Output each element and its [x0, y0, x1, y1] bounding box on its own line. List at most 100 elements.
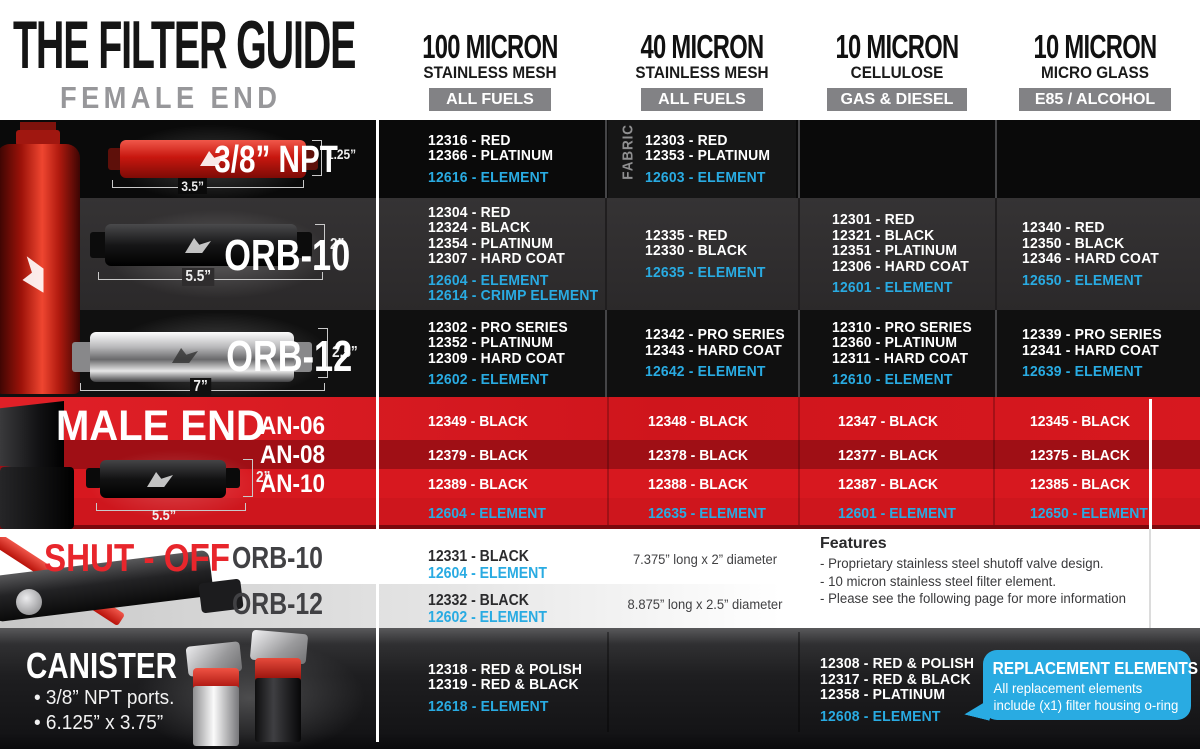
parts-cell: 12318 - RED & POLISH 12319 - RED & BLACK 1…	[428, 630, 594, 738]
part-number: 12650 - ELEMENT	[1022, 271, 1143, 289]
red-filter-bottle-image	[0, 122, 86, 394]
part-number: 12345 - BLACK	[1030, 413, 1131, 430]
dim-height: 2”	[256, 469, 271, 486]
parts-cell: 12308 - RED & POLISH 12317 - RED & BLACK 1…	[820, 630, 986, 742]
fitting-flare	[0, 401, 64, 473]
part-number: 12335 - RED	[645, 226, 728, 244]
parts-cell: 12316 - RED 12366 - PLATINUM 12616 - ELEME…	[428, 120, 563, 198]
canister-filters-image	[185, 629, 315, 747]
row-label-an10: AN-10	[259, 470, 326, 498]
filter-fitting	[72, 342, 94, 372]
part-number: 12377 - BLACK	[838, 447, 939, 464]
dim-line	[96, 503, 246, 511]
an-fitting-image	[0, 397, 80, 529]
row-label: ORB-12	[226, 332, 353, 381]
valve-pivot	[16, 589, 42, 615]
part-number: 12331 - BLACK	[428, 548, 529, 565]
part-number: 12385 - BLACK	[1030, 476, 1131, 493]
column-divider	[607, 397, 609, 525]
part-number: 12354 - PLATINUM	[428, 234, 554, 252]
part-number: 12387 - BLACK	[838, 476, 939, 493]
part-number: 12389 - BLACK	[428, 476, 529, 493]
part-number: 12310 - PRO SERIES	[832, 318, 972, 336]
part-number: 12330 - BLACK	[645, 242, 748, 260]
row-label-an08: AN-08	[259, 441, 326, 469]
part-number: 12348 - BLACK	[648, 413, 749, 430]
part-number: 12602 - ELEMENT	[428, 609, 547, 626]
part-number: 12635 - ELEMENT	[645, 263, 766, 281]
female-row-npt: 1.25” 3.5” 3/8” NPT FABRIC 12316 - RED 12…	[0, 120, 1200, 198]
part-number: 12316 - RED	[428, 131, 511, 149]
micron-rating: 10 MICRON	[835, 28, 960, 65]
canister-specs: • 3/8” NPT ports. • 6.125” x 3.75”	[34, 686, 182, 736]
parts-cell: 12303 - RED 12353 - PLATINUM 12603 - ELEME…	[645, 120, 780, 198]
parts-cell: 12340 - RED 12350 - BLACK 12346 - HARD COA…	[1022, 198, 1169, 310]
features-block: Features - Proprietary stainless steel s…	[820, 535, 1150, 608]
part-number: 12602 - ELEMENT	[428, 371, 549, 388]
male-filter-image	[82, 452, 297, 517]
row-label: ORB-10	[224, 231, 351, 280]
column-divider	[798, 198, 800, 310]
micron-rating: 100 MICRON	[422, 28, 558, 65]
row-label-an06: AN-06	[259, 412, 326, 440]
features-title: Features	[820, 535, 887, 552]
parts-cell: 12331 - BLACK 12604 - ELEMENT	[428, 541, 563, 589]
filter-fitting	[290, 342, 312, 372]
media-type: STAINLESS MESH	[423, 63, 557, 82]
part-number: 12341 - HARD COAT	[1022, 341, 1160, 359]
part-number: 12308 - RED & POLISH	[820, 655, 975, 672]
shutoff-heading: SHUT - OFF	[44, 537, 230, 580]
part-number: 12311 - HARD COAT	[832, 349, 969, 367]
part-number: 12346 - HARD COAT	[1022, 250, 1160, 267]
filter-fitting	[224, 468, 240, 488]
element-part-number: 12604 - ELEMENT	[428, 505, 546, 522]
part-number: 12375 - BLACK	[1030, 447, 1131, 464]
column-divider	[995, 310, 997, 397]
parts-cell: 12302 - PRO SERIES 12352 - PLATINUM 12309 …	[428, 310, 578, 397]
part-number: 12317 - RED & BLACK	[820, 670, 971, 688]
part-number: 12318 - RED & POLISH	[428, 660, 583, 678]
row-label-orb10: ORB-10	[232, 540, 323, 575]
npt-filter-image	[108, 134, 333, 186]
orb12-filter-image	[72, 324, 367, 394]
dim-line	[315, 224, 325, 266]
dim-line	[243, 459, 253, 497]
part-number: 12304 - RED	[428, 203, 511, 221]
male-row-element-stripe	[0, 498, 1200, 525]
column-divider	[607, 632, 609, 732]
micron-rating: 40 MICRON	[640, 28, 765, 65]
part-number: 12608 - ELEMENT	[820, 707, 941, 725]
dim-width: 5.5”	[152, 507, 177, 524]
canister-spec: • 3/8” NPT ports.	[34, 687, 175, 709]
dim-width: 5.5”	[182, 268, 215, 286]
part-number: 12604 - ELEMENT	[428, 565, 547, 582]
feature-item: - 10 micron stainless steel filter eleme…	[820, 573, 1057, 589]
element-part-number: 12601 - ELEMENT	[838, 505, 956, 522]
features-list: - Proprietary stainless steel shutoff va…	[820, 555, 1150, 608]
part-number: 12321 - BLACK	[832, 226, 935, 244]
dim-line	[318, 328, 328, 378]
shutoff-valve-image	[0, 537, 250, 628]
feature-item: - Please see the following page for more…	[820, 591, 1126, 606]
column-divider	[798, 632, 800, 732]
shutoff-section: SHUT - OFF ORB-10 ORB-12 12331 - BLACK 12…	[0, 529, 1200, 628]
column-header-10-micron-cellulose: 10 MICRON CELLULOSE GAS & DIESEL	[787, 28, 1007, 111]
dim-width: 7”	[190, 378, 212, 396]
filter-fitting	[292, 232, 312, 258]
part-number: 12349 - BLACK	[428, 413, 529, 430]
part-number: 12342 - PRO SERIES	[645, 326, 785, 344]
female-end-heading: FEMALE END	[60, 80, 282, 115]
part-number: 12302 - PRO SERIES	[428, 318, 568, 336]
micron-rating: 10 MICRON	[1033, 28, 1158, 65]
part-number: 12358 - PLATINUM	[820, 686, 946, 703]
male-row-an06-stripe	[0, 397, 1200, 440]
canister-heading: CANISTER	[26, 645, 177, 686]
part-number: 12301 - RED	[832, 211, 915, 229]
fitting-hex	[0, 467, 74, 529]
media-type: MICRO GLASS	[1041, 63, 1149, 82]
canister-spec: • 6.125” x 3.75”	[34, 712, 164, 734]
part-number: 12378 - BLACK	[648, 447, 749, 464]
parts-cell: 12342 - PRO SERIES 12343 - HARD COAT 12642…	[645, 310, 795, 397]
column-header-40-micron: 40 MICRON STAINLESS MESH ALL FUELS	[592, 28, 812, 111]
